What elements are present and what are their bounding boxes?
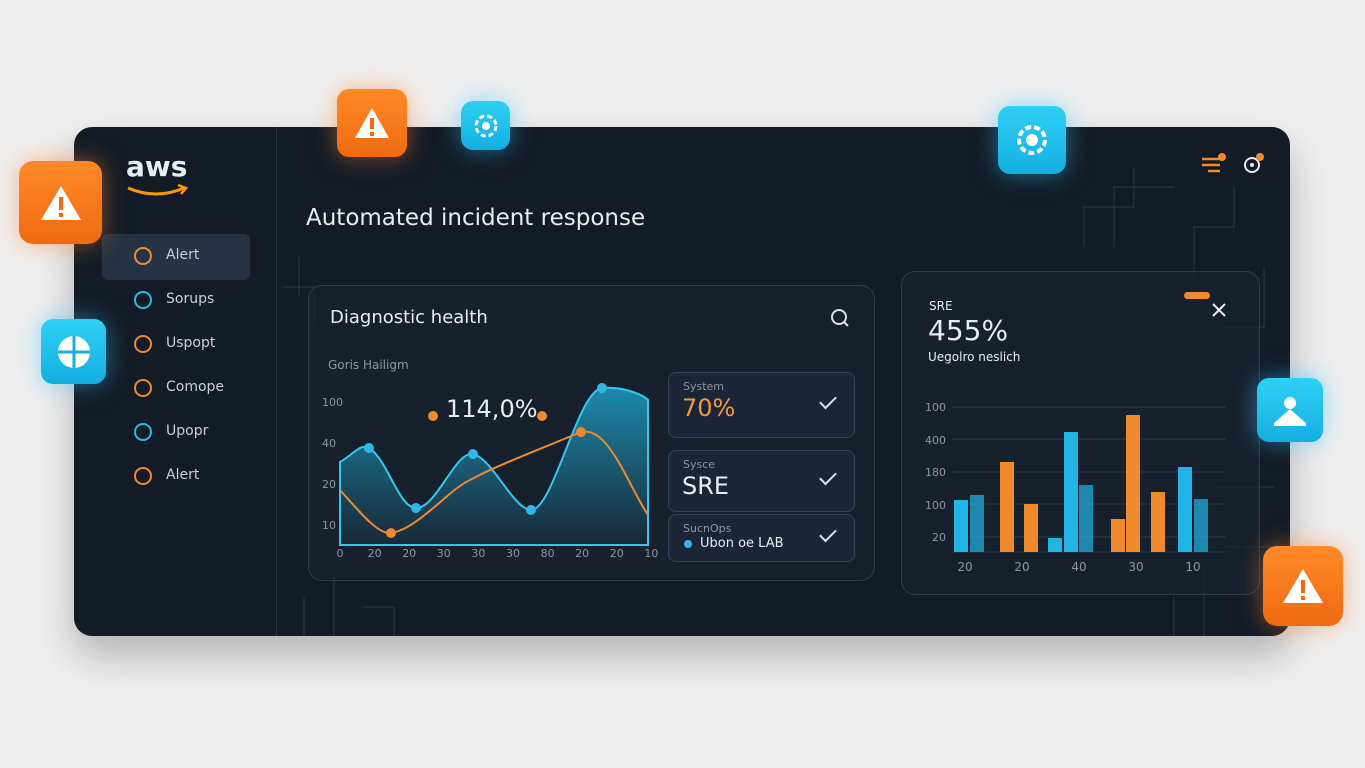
sidebar-divider <box>276 127 277 636</box>
y-label: 20 <box>932 531 946 544</box>
y-label: 100 <box>322 396 343 409</box>
sidebar-item[interactable]: Alert <box>166 247 200 263</box>
gear-icon[interactable] <box>998 106 1066 174</box>
header-icons[interactable] <box>1200 150 1270 180</box>
sidebar-active <box>102 234 250 280</box>
panel-title: Diagnostic health <box>330 307 488 328</box>
x-label: 20 <box>367 547 382 560</box>
x-label: 40 <box>1071 560 1087 574</box>
x-label: 30 <box>1128 560 1144 574</box>
status-card[interactable] <box>668 450 855 512</box>
sidebar-item[interactable]: Alert <box>166 467 200 483</box>
alert-icon[interactable] <box>337 89 407 157</box>
sre-label: SRE <box>929 299 953 313</box>
status-value: 70% <box>682 394 736 422</box>
x-label: 0 <box>336 547 344 560</box>
sidebar-icon <box>134 247 152 265</box>
x-label: 20 <box>1014 560 1030 574</box>
sidebar-item[interactable]: Uspopt <box>166 335 216 351</box>
page-title: Automated incident response <box>306 205 646 231</box>
sre-headline: 455% <box>928 314 1009 347</box>
status-label: SucnOps <box>683 522 732 535</box>
sidebar-icon <box>134 335 152 353</box>
alert-icon[interactable] <box>19 161 102 244</box>
x-label: 30 <box>471 547 486 560</box>
search-icon[interactable] <box>830 308 850 328</box>
pie-icon[interactable] <box>41 319 106 384</box>
x-label: 20 <box>402 547 417 560</box>
sre-subtitle: Uegolro neslich <box>928 350 1021 364</box>
y-label: 180 <box>925 466 946 479</box>
x-label: 30 <box>436 547 451 560</box>
y-label: 10 <box>322 519 336 532</box>
area-series <box>339 386 649 546</box>
sidebar-icon <box>134 379 152 397</box>
line-chart <box>339 383 649 546</box>
brand-smile <box>127 183 189 196</box>
sidebar-icon <box>134 291 152 309</box>
status-card[interactable] <box>668 514 855 562</box>
x-label: 10 <box>1185 560 1201 574</box>
sidebar-icon <box>134 423 152 441</box>
status-label: System <box>683 380 725 393</box>
gear-icon[interactable] <box>461 101 510 150</box>
y-label: 400 <box>925 433 946 447</box>
indicator <box>1184 292 1210 299</box>
sidebar-item[interactable]: Comope <box>166 379 225 395</box>
sidebar-icon <box>134 467 152 485</box>
status-dot <box>684 540 692 548</box>
line-series <box>339 430 649 535</box>
brand: aws <box>126 150 188 183</box>
sidebar-item[interactable]: Sorups <box>166 291 215 307</box>
alert-icon[interactable] <box>1263 546 1343 626</box>
x-label: 30 <box>506 547 520 560</box>
x-label: 10 <box>644 547 659 560</box>
status-value: SRE <box>682 472 730 500</box>
x-label: 20 <box>609 547 624 560</box>
chart-subtitle: Goris Hailigm <box>328 358 409 372</box>
chart-headline: 114,0% <box>446 395 538 423</box>
x-label: 20 <box>575 547 590 560</box>
x-label: 80 <box>540 547 555 560</box>
y-label: 100 <box>925 498 946 512</box>
x-label: 20 <box>957 560 973 574</box>
y-label: 40 <box>322 437 336 450</box>
close-icon[interactable] <box>1211 302 1227 318</box>
team-icon[interactable] <box>1257 378 1323 442</box>
bar-chart <box>953 406 1226 553</box>
status-value: Ubon oe LAB <box>700 536 784 551</box>
y-label: 20 <box>322 478 336 491</box>
status-card[interactable] <box>668 372 855 438</box>
status-label: Sysce <box>683 458 716 471</box>
sidebar-item[interactable]: Upopr <box>166 423 209 439</box>
y-label: 100 <box>925 401 946 414</box>
